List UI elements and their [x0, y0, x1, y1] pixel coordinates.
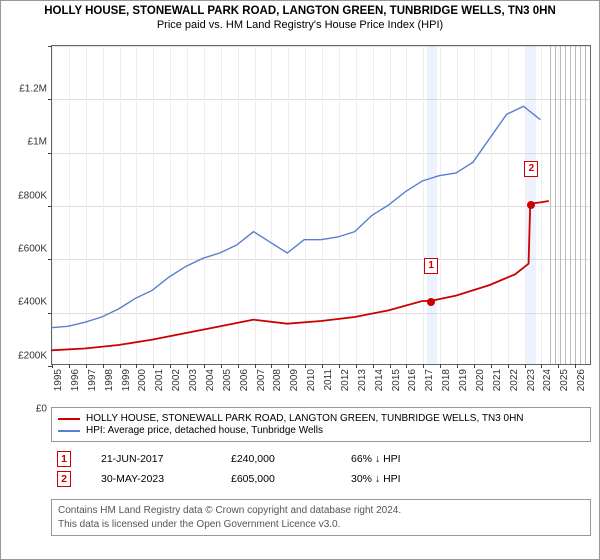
- sale-index-box: 2: [57, 471, 71, 487]
- legend-label: HPI: Average price, detached house, Tunb…: [86, 425, 323, 436]
- legend-item: HPI: Average price, detached house, Tunb…: [58, 425, 584, 436]
- x-axis-label: 2015: [391, 369, 402, 391]
- x-axis-label: 2007: [256, 369, 267, 391]
- x-axis-label: 2020: [475, 369, 486, 391]
- x-axis-label: 2016: [407, 369, 418, 391]
- legend-label: HOLLY HOUSE, STONEWALL PARK ROAD, LANGTO…: [86, 413, 524, 424]
- x-axis-label: 2004: [205, 369, 216, 391]
- x-axis-label: 2025: [559, 369, 570, 391]
- x-axis-label: 1998: [104, 369, 115, 391]
- x-axis-label: 2009: [289, 369, 300, 391]
- y-axis-label: £1M: [28, 137, 47, 148]
- x-axis-label: 2023: [526, 369, 537, 391]
- x-axis-label: 2008: [272, 369, 283, 391]
- price-chart: 12 £0£200K£400K£600K£800K£1M£1.2M1995199…: [51, 45, 591, 365]
- x-axis-label: 1997: [87, 369, 98, 391]
- legend-item: HOLLY HOUSE, STONEWALL PARK ROAD, LANGTO…: [58, 413, 584, 424]
- sale-price: £605,000: [231, 473, 321, 485]
- x-axis-label: 1995: [53, 369, 64, 391]
- x-axis-label: 2005: [222, 369, 233, 391]
- footer-line: Contains HM Land Registry data © Crown c…: [58, 504, 584, 518]
- chart-legend: HOLLY HOUSE, STONEWALL PARK ROAD, LANGTO…: [51, 407, 591, 442]
- x-axis-label: 2024: [542, 369, 553, 391]
- x-axis-label: 2011: [323, 369, 334, 391]
- x-axis-label: 1996: [70, 369, 81, 391]
- chart-subtitle: Price paid vs. HM Land Registry's House …: [9, 19, 591, 31]
- sale-delta: 30% ↓ HPI: [351, 473, 401, 485]
- x-axis-label: 1999: [121, 369, 132, 391]
- chart-title-address: HOLLY HOUSE, STONEWALL PARK ROAD, LANGTO…: [9, 5, 591, 17]
- x-axis-label: 2000: [137, 369, 148, 391]
- series-hpi: [51, 106, 540, 327]
- y-axis-label: £400K: [18, 297, 47, 308]
- x-axis-label: 2003: [188, 369, 199, 391]
- x-axis-label: 2012: [340, 369, 351, 391]
- y-axis-label: £1.2M: [19, 84, 47, 95]
- x-axis-label: 2026: [576, 369, 587, 391]
- x-axis-label: 2018: [441, 369, 452, 391]
- y-axis-label: £0: [36, 404, 47, 415]
- x-axis-label: 2017: [424, 369, 435, 391]
- legend-swatch: [58, 430, 80, 432]
- sale-delta: 66% ↓ HPI: [351, 453, 401, 465]
- x-axis-label: 2019: [458, 369, 469, 391]
- copyright-footer: Contains HM Land Registry data © Crown c…: [51, 499, 591, 536]
- sale-date: 30-MAY-2023: [101, 473, 201, 485]
- sale-date: 21-JUN-2017: [101, 453, 201, 465]
- sale-index-box: 1: [57, 451, 71, 467]
- y-axis-label: £200K: [18, 350, 47, 361]
- sale-price: £240,000: [231, 453, 321, 465]
- sale-row: 1 21-JUN-2017 £240,000 66% ↓ HPI: [51, 449, 591, 469]
- legend-swatch: [58, 418, 80, 420]
- x-axis-label: 2006: [239, 369, 250, 391]
- x-axis-label: 2022: [509, 369, 520, 391]
- x-axis-label: 2014: [374, 369, 385, 391]
- x-axis-label: 2010: [306, 369, 317, 391]
- x-axis-label: 2013: [357, 369, 368, 391]
- x-axis-label: 2001: [154, 369, 165, 391]
- series-price_paid: [51, 201, 549, 350]
- y-axis-label: £800K: [18, 190, 47, 201]
- footer-line: This data is licensed under the Open Gov…: [58, 518, 584, 532]
- sale-row: 2 30-MAY-2023 £605,000 30% ↓ HPI: [51, 469, 591, 489]
- sales-table: 1 21-JUN-2017 £240,000 66% ↓ HPI 2 30-MAY-202…: [51, 449, 591, 489]
- y-axis-label: £600K: [18, 244, 47, 255]
- x-axis-label: 2021: [492, 369, 503, 391]
- x-axis-label: 2002: [171, 369, 182, 391]
